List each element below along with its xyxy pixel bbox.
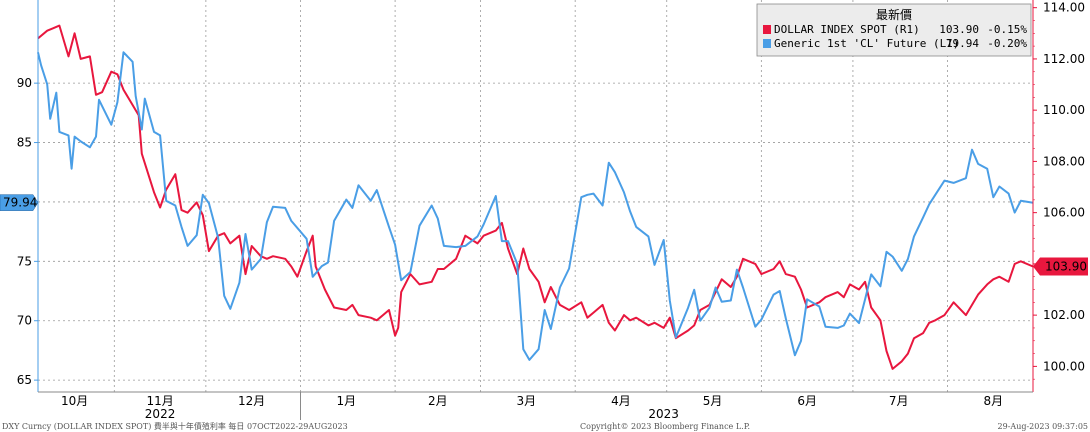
legend-swatch-usd bbox=[763, 25, 771, 34]
legend-label-oil: Generic 1st 'CL' Future (L1) bbox=[774, 37, 959, 50]
right-tick-label: 108.00 bbox=[1043, 154, 1085, 168]
x-year-label: 2022 bbox=[145, 407, 176, 421]
series-line-cl-future bbox=[37, 51, 1034, 361]
x-month-label: 10月 bbox=[61, 394, 88, 408]
right-last-value-text: 103.90 bbox=[1045, 259, 1087, 273]
x-month-label: 11月 bbox=[146, 394, 173, 408]
legend-box bbox=[756, 3, 1032, 57]
left-tick-label: 85 bbox=[17, 136, 32, 150]
footer-center: Copyright© 2023 Bloomberg Finance L.P. bbox=[580, 422, 750, 431]
footer-right: 29-Aug-2023 09:37:05 bbox=[998, 422, 1088, 431]
footer-left: DXY Curncy (DOLLAR INDEX SPOT) 費半與十年債殖利率… bbox=[2, 421, 348, 431]
x-month-label: 1月 bbox=[336, 394, 356, 408]
left-last-value-text: 79.94 bbox=[3, 196, 37, 210]
right-tick-label: 106.00 bbox=[1043, 206, 1085, 220]
right-tick-label: 100.00 bbox=[1043, 359, 1085, 373]
legend-title: 最新價 bbox=[876, 7, 912, 22]
x-month-label: 7月 bbox=[889, 394, 909, 408]
legend-swatch-oil bbox=[763, 39, 771, 48]
x-month-label: 6月 bbox=[797, 394, 817, 408]
axes bbox=[37, 0, 1034, 393]
right-tick-label: 110.00 bbox=[1043, 103, 1085, 117]
x-month-label: 4月 bbox=[611, 394, 631, 408]
right-last-value-label: 103.90 bbox=[1033, 257, 1088, 276]
x-month-label: 5月 bbox=[703, 394, 723, 408]
left-tick-label: 75 bbox=[17, 254, 32, 268]
legend-change-oil: -0.20% bbox=[987, 37, 1027, 50]
x-month-label: 2月 bbox=[428, 394, 448, 408]
x-axis-ticks: 10月 11月 12月 1月 2月 3月 4月 5月 6月 7月 8月 2022 2023 bbox=[61, 392, 1003, 421]
legend-label-usd: DOLLAR INDEX SPOT (R1) bbox=[774, 23, 920, 36]
left-axis-ticks: 657075808590 bbox=[17, 76, 38, 387]
legend-change-usd: -0.15% bbox=[987, 23, 1027, 36]
x-month-label: 12月 bbox=[238, 394, 265, 408]
right-tick-label: 114.00 bbox=[1043, 1, 1085, 15]
x-month-label: 8月 bbox=[984, 394, 1004, 408]
right-axis-ticks: 100.00102.00104.00106.00108.00110.00112.… bbox=[1033, 1, 1085, 380]
right-tick-label: 102.00 bbox=[1043, 308, 1085, 322]
legend-value-usd: 103.90 bbox=[939, 23, 979, 36]
left-tick-label: 65 bbox=[17, 373, 32, 387]
legend-value-oil: 79.94 bbox=[946, 37, 979, 50]
series-layer bbox=[37, 24, 1034, 370]
left-tick-label: 70 bbox=[17, 314, 32, 328]
right-tick-label: 112.00 bbox=[1043, 52, 1085, 66]
x-year-label: 2023 bbox=[648, 407, 679, 421]
legend: 最新價 DOLLAR INDEX SPOT (R1) 103.90 -0.15%… bbox=[756, 3, 1032, 57]
x-month-label: 3月 bbox=[517, 394, 537, 408]
left-tick-label: 90 bbox=[17, 76, 32, 90]
grid bbox=[38, 0, 1033, 392]
left-last-value-label: 79.94 bbox=[0, 194, 39, 211]
